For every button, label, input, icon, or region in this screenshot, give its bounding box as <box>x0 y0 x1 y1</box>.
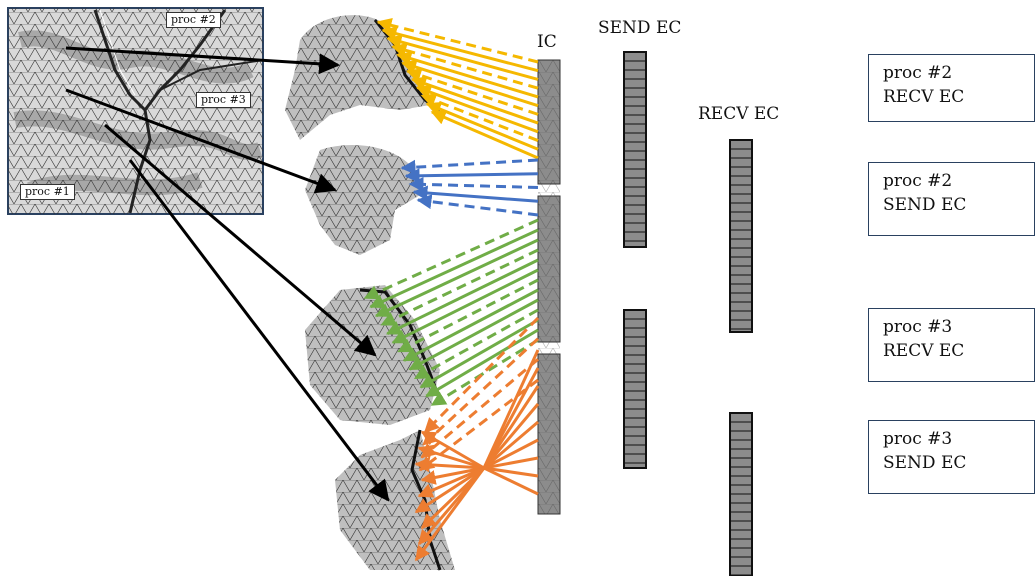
link-arrow <box>410 300 538 369</box>
box-proc3-send-line2: SEND EC <box>883 451 1034 475</box>
box-proc3-recv-line1: proc #3 <box>883 315 1034 339</box>
box-proc2-send-line1: proc #2 <box>883 169 1034 193</box>
box-proc2-recv-line1: proc #2 <box>883 61 1034 85</box>
link-arrow <box>414 192 538 201</box>
box-proc2-recv: proc #2 RECV EC <box>868 54 1035 122</box>
link-arrow <box>410 184 538 188</box>
box-proc3-recv: proc #3 RECV EC <box>868 308 1035 382</box>
recv-ec-label: RECV EC <box>698 104 779 124</box>
link-arrow <box>371 230 538 307</box>
mesh-tag-proc3: proc #3 <box>196 92 251 108</box>
link-arrow <box>404 290 538 360</box>
submesh-blue <box>305 145 420 255</box>
recv-ec-column <box>730 140 752 576</box>
box-proc3-send: proc #3 SEND EC <box>868 420 1035 494</box>
ic-label: IC <box>537 32 557 52</box>
box-proc2-recv-line2: RECV EC <box>883 85 1034 109</box>
mesh-tag-proc2: proc #2 <box>166 12 221 28</box>
box-proc3-recv-line2: RECV EC <box>883 339 1034 363</box>
mesh-tag-proc1: proc #1 <box>20 184 75 200</box>
link-arrow <box>406 174 538 176</box>
link-arrow <box>418 200 538 215</box>
submesh-yellow <box>285 15 440 140</box>
link-arrow <box>402 160 538 168</box>
box-proc2-send: proc #2 SEND EC <box>868 162 1035 236</box>
send-ec-label: SEND EC <box>598 18 681 38</box>
ic-column <box>538 60 560 514</box>
box-proc2-send-line2: SEND EC <box>883 193 1034 217</box>
box-proc3-send-line1: proc #3 <box>883 427 1034 451</box>
blue-links <box>402 160 538 215</box>
send-ec-column <box>624 52 646 468</box>
